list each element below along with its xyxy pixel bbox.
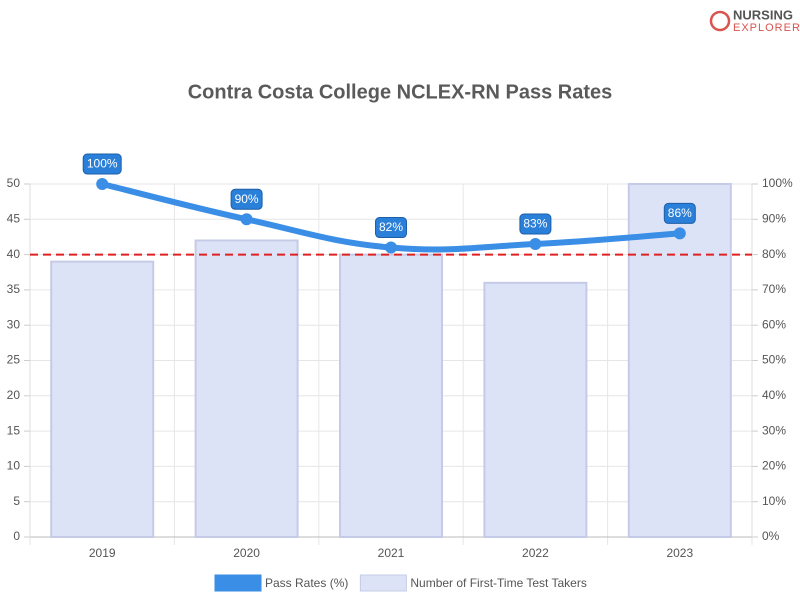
line bbox=[99, 181, 683, 253]
y2-tick-label: 70% bbox=[762, 282, 786, 296]
value-label-box bbox=[82, 153, 122, 175]
y-tick-label: 15 bbox=[7, 423, 21, 437]
y-tick-label: 45 bbox=[7, 211, 21, 225]
value-label: 90% bbox=[235, 192, 259, 206]
y2-tick-label: 60% bbox=[762, 317, 786, 331]
y-tick-label: 5 bbox=[13, 494, 20, 508]
y2-tick-label: 0% bbox=[762, 529, 780, 543]
logo-icon bbox=[709, 10, 731, 32]
y2-tick-label: 30% bbox=[762, 423, 786, 437]
legend-label: Number of First-Time Test Takers bbox=[410, 576, 586, 590]
logo-text: EXPLORER bbox=[733, 22, 800, 34]
point bbox=[529, 238, 542, 251]
bar bbox=[194, 239, 299, 538]
y-tick-label: 20 bbox=[7, 388, 21, 402]
point bbox=[673, 227, 686, 240]
value-label-box bbox=[519, 213, 552, 235]
value-label-box bbox=[375, 217, 407, 239]
value-label: 100% bbox=[87, 157, 118, 171]
y-tick-label: 40 bbox=[7, 247, 21, 261]
x-tick-label: 2020 bbox=[233, 546, 260, 560]
x-tick-label: 2019 bbox=[89, 546, 116, 560]
point bbox=[385, 241, 397, 254]
legend-label: Pass Rates (%) bbox=[265, 576, 348, 590]
y2-tick-label: 50% bbox=[762, 353, 786, 367]
point bbox=[96, 178, 109, 190]
y-tick-label: 0 bbox=[13, 529, 20, 543]
logo-text: NURSING bbox=[733, 7, 793, 22]
y-tick-label: 25 bbox=[7, 353, 21, 367]
bar bbox=[627, 183, 732, 538]
value-label: 86% bbox=[668, 206, 692, 220]
bar bbox=[483, 281, 588, 538]
y2-tick-label: 90% bbox=[762, 211, 786, 225]
chart-title: Contra Costa College NCLEX-RN Pass Rates bbox=[188, 81, 613, 103]
y2-tick-label: 40% bbox=[762, 388, 786, 402]
value-label-box bbox=[230, 188, 263, 210]
x-tick-label: 2023 bbox=[666, 546, 693, 560]
bar bbox=[50, 260, 155, 538]
y2-tick-label: 20% bbox=[762, 459, 786, 473]
y2-tick-label: 80% bbox=[762, 247, 786, 261]
legend-swatch bbox=[214, 574, 262, 592]
y-tick-label: 30 bbox=[7, 317, 21, 331]
bar bbox=[339, 253, 443, 538]
y2-tick-label: 100% bbox=[762, 176, 793, 190]
y-tick-label: 10 bbox=[7, 459, 21, 473]
y-tick-label: 35 bbox=[7, 282, 21, 296]
value-label: 82% bbox=[379, 220, 403, 234]
point bbox=[240, 213, 253, 226]
x-tick-label: 2022 bbox=[522, 546, 549, 560]
y-tick-label: 50 bbox=[7, 176, 21, 190]
legend-swatch bbox=[359, 574, 407, 592]
value-label: 83% bbox=[523, 217, 547, 231]
x-tick-label: 2021 bbox=[378, 546, 405, 560]
y2-tick-label: 10% bbox=[762, 494, 786, 508]
value-label-box bbox=[663, 202, 696, 224]
